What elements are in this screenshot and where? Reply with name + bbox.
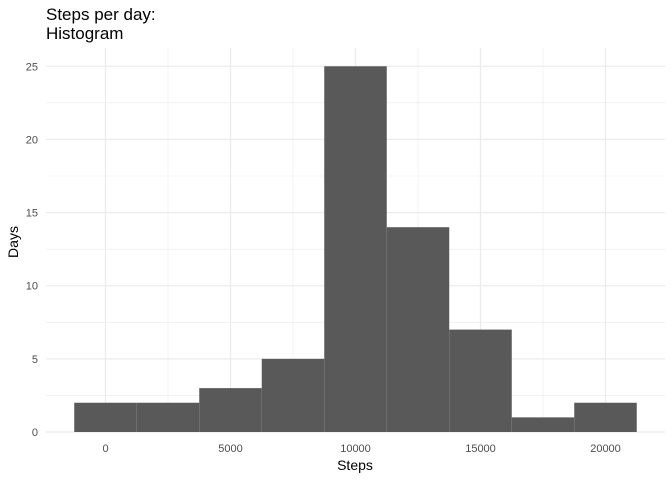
x-tick-label: 10000 xyxy=(340,443,371,455)
y-tick-label: 10 xyxy=(26,281,38,293)
y-tick-label: 25 xyxy=(26,61,38,73)
x-tick-label: 0 xyxy=(102,443,108,455)
histogram-bars xyxy=(74,66,637,433)
y-tick-label: 20 xyxy=(26,134,38,146)
y-tick-label: 5 xyxy=(32,354,38,366)
histogram-bar xyxy=(74,402,137,432)
x-tick-label: 15000 xyxy=(465,443,496,455)
histogram-bar xyxy=(574,402,637,432)
histogram-bar xyxy=(449,329,512,432)
histogram-bar xyxy=(261,358,325,432)
x-axis-ticks: 0 5000 10000 15000 20000 xyxy=(102,443,620,455)
histogram-bar xyxy=(386,227,450,432)
histogram-bar xyxy=(324,66,387,433)
y-tick-label: 15 xyxy=(26,208,38,220)
chart-title-line-1: Steps per day: xyxy=(46,5,156,24)
x-tick-label: 20000 xyxy=(590,443,621,455)
x-axis-title: Steps xyxy=(337,457,373,473)
x-tick-label: 5000 xyxy=(218,443,242,455)
histogram-bar xyxy=(136,402,200,432)
histogram-bar xyxy=(199,388,262,432)
chart-title-line-2: Histogram xyxy=(46,24,123,43)
histogram-bar xyxy=(511,417,575,432)
y-axis-ticks: 0 5 10 15 20 25 xyxy=(26,61,38,439)
y-tick-label: 0 xyxy=(32,427,38,439)
y-axis-title: Days xyxy=(5,226,21,258)
